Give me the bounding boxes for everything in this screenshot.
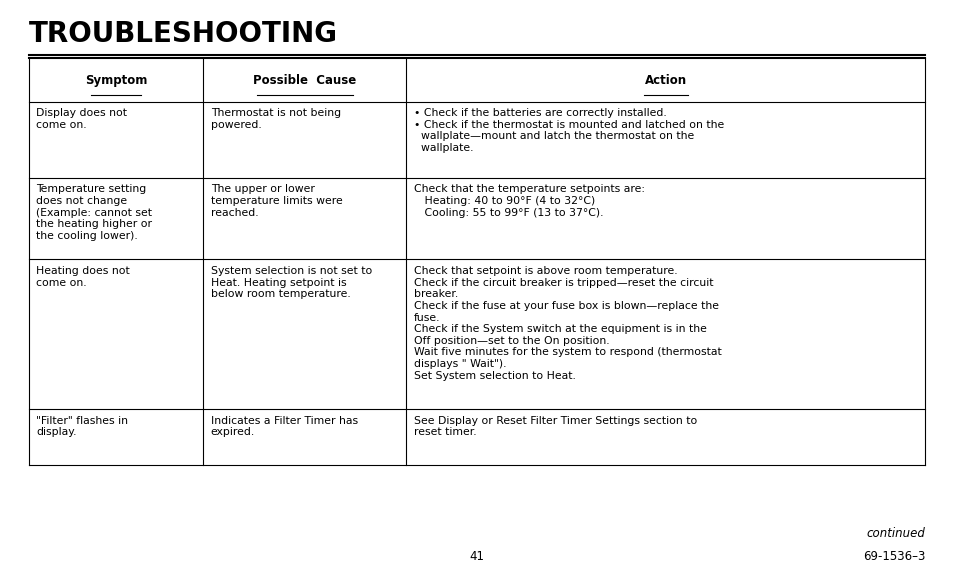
Text: Indicates a Filter Timer has
expired.: Indicates a Filter Timer has expired. [211, 415, 357, 437]
Text: The upper or lower
temperature limits were
reached.: The upper or lower temperature limits we… [211, 185, 342, 217]
Text: Action: Action [644, 74, 686, 87]
Text: Display does not
come on.: Display does not come on. [36, 108, 127, 130]
Text: See Display or Reset Filter Timer Settings section to
reset timer.: See Display or Reset Filter Timer Settin… [414, 415, 697, 437]
Text: continued: continued [865, 528, 924, 540]
Text: • Check if the batteries are correctly installed.
• Check if the thermostat is m: • Check if the batteries are correctly i… [414, 108, 723, 153]
Text: "Filter" flashes in
display.: "Filter" flashes in display. [36, 415, 128, 437]
Text: 41: 41 [469, 550, 484, 563]
Text: System selection is not set to
Heat. Heating setpoint is
below room temperature.: System selection is not set to Heat. Hea… [211, 266, 372, 299]
Text: Check that setpoint is above room temperature.
Check if the circuit breaker is t: Check that setpoint is above room temper… [414, 266, 721, 380]
Text: Temperature setting
does not change
(Example: cannot set
the heating higher or
t: Temperature setting does not change (Exa… [36, 185, 152, 241]
Text: TROUBLESHOOTING: TROUBLESHOOTING [29, 20, 337, 48]
Text: Possible  Cause: Possible Cause [253, 74, 356, 87]
Text: Thermostat is not being
powered.: Thermostat is not being powered. [211, 108, 340, 130]
Text: Check that the temperature setpoints are:
   Heating: 40 to 90°F (4 to 32°C)
   : Check that the temperature setpoints are… [414, 185, 644, 217]
Text: 69-1536–3: 69-1536–3 [862, 550, 924, 563]
Text: Heating does not
come on.: Heating does not come on. [36, 266, 130, 288]
Text: Symptom: Symptom [85, 74, 147, 87]
